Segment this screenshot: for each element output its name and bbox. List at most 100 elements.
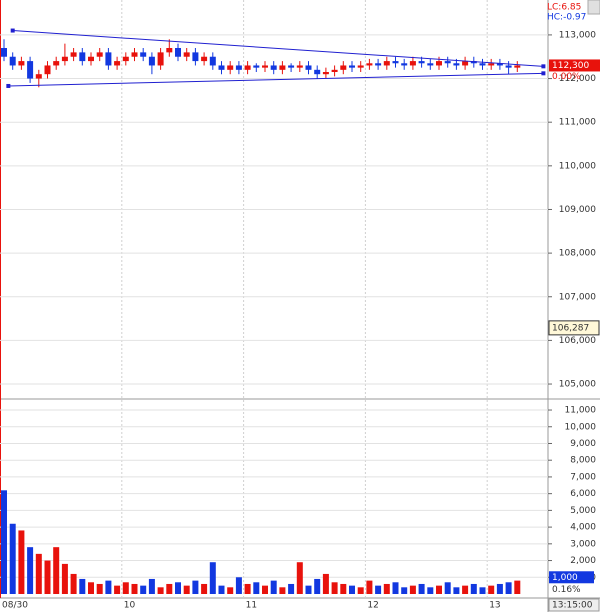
volume-bar xyxy=(349,585,355,594)
candle-body xyxy=(322,72,329,75)
volume-bar xyxy=(96,583,103,594)
candle-body xyxy=(105,52,112,66)
candle-body xyxy=(418,61,425,64)
volume-bar xyxy=(175,582,181,594)
candle-body xyxy=(70,52,77,57)
candle-body xyxy=(201,56,208,62)
cursor-time-label: 13:15:00 xyxy=(552,601,593,611)
volume-bar xyxy=(496,583,503,594)
candle-body xyxy=(340,65,347,70)
volume-bar xyxy=(88,582,94,594)
candle-body xyxy=(88,56,94,62)
candle-body xyxy=(479,63,486,66)
x-tick-label: 11 xyxy=(246,601,257,611)
candle-body xyxy=(462,61,469,66)
volume-bar xyxy=(9,523,16,594)
volume-bar xyxy=(462,585,469,594)
volume-bar xyxy=(514,580,521,594)
y-tick-label: 108,000 xyxy=(559,249,596,259)
candle-body xyxy=(44,65,51,75)
y-tick-label: 10,000 xyxy=(565,422,597,432)
x-tick-label: 12 xyxy=(367,601,378,611)
volume-bar xyxy=(209,562,216,594)
candle-body xyxy=(148,56,155,66)
volume-bar xyxy=(122,582,129,594)
volume-bar xyxy=(70,573,77,594)
lc-label: LC:6.85 xyxy=(547,3,581,13)
volume-bar xyxy=(488,585,495,594)
level-marker-label: 106,287 xyxy=(552,323,589,333)
volume-bar xyxy=(157,587,164,594)
candle-body xyxy=(218,65,225,70)
candle-body xyxy=(436,61,442,66)
volume-bar xyxy=(383,583,390,594)
hc-label: HC:-0.97 xyxy=(547,13,586,23)
volume-bar xyxy=(418,583,425,594)
volume-bar xyxy=(166,583,173,594)
volume-change-label: 0.16% xyxy=(552,585,581,595)
volume-bar xyxy=(131,583,138,594)
y-tick-label: 5,000 xyxy=(570,506,596,516)
candle-body xyxy=(131,52,138,57)
volume-bar xyxy=(18,530,25,594)
cursor-time-box xyxy=(548,598,600,612)
candle-body xyxy=(53,61,60,66)
volume-bar xyxy=(392,582,399,594)
trendline-handle xyxy=(541,64,546,69)
volume-bar xyxy=(331,582,338,594)
volume-bar xyxy=(53,547,60,594)
volume-bar xyxy=(314,578,321,594)
x-tick-label: 10 xyxy=(124,601,136,611)
volume-bar xyxy=(296,562,303,594)
trendline-handle xyxy=(10,28,15,33)
volume-bar xyxy=(227,587,234,594)
scroll-button[interactable] xyxy=(587,0,600,15)
x-tick-label: 13 xyxy=(489,601,500,611)
volume-bar xyxy=(244,583,251,594)
volume-bar xyxy=(401,587,408,594)
volume-bar xyxy=(27,547,34,594)
candle-body xyxy=(183,52,190,57)
candle-body xyxy=(305,65,312,70)
volume-bar xyxy=(61,563,68,594)
candle-body xyxy=(175,48,181,57)
volume-bar xyxy=(148,578,155,594)
y-tick-label: 7,000 xyxy=(570,472,596,482)
volume-bar xyxy=(183,585,190,594)
candle-body xyxy=(366,63,373,66)
y-tick-label: 112,000 xyxy=(559,74,596,84)
volume-bar xyxy=(218,585,225,594)
y-tick-label: 106,000 xyxy=(559,336,596,346)
volume-bar xyxy=(1,490,7,594)
candle-body xyxy=(35,74,42,79)
level-marker-box xyxy=(548,320,600,336)
candle-body xyxy=(192,52,199,62)
price-marker-label: 112,300 xyxy=(552,61,589,71)
volume-marker-box xyxy=(549,571,594,584)
candle-body xyxy=(375,63,382,66)
price-change-label: 0.00% xyxy=(552,72,581,82)
volume-bar xyxy=(192,580,199,594)
volume-bar xyxy=(366,580,373,594)
volume-bar xyxy=(375,585,382,594)
volume-bar xyxy=(270,580,277,594)
volume-bar xyxy=(279,587,286,594)
y-tick-label: 107,000 xyxy=(559,292,596,302)
candle-body xyxy=(1,48,7,57)
candle-body xyxy=(209,56,216,66)
volume-bar xyxy=(322,573,329,594)
volume-bar xyxy=(288,583,295,594)
candle-body xyxy=(514,65,521,68)
x-tick-label: 08/30 xyxy=(2,601,28,611)
trendline xyxy=(12,30,544,67)
candle-body xyxy=(157,52,164,66)
y-tick-label: 110,000 xyxy=(559,161,596,171)
candle-body xyxy=(235,65,242,70)
y-tick-label: 113,000 xyxy=(559,30,596,40)
volume-bar xyxy=(305,585,312,594)
price-marker-box xyxy=(549,59,600,72)
volume-bar xyxy=(44,560,51,594)
candle-body xyxy=(18,61,25,66)
